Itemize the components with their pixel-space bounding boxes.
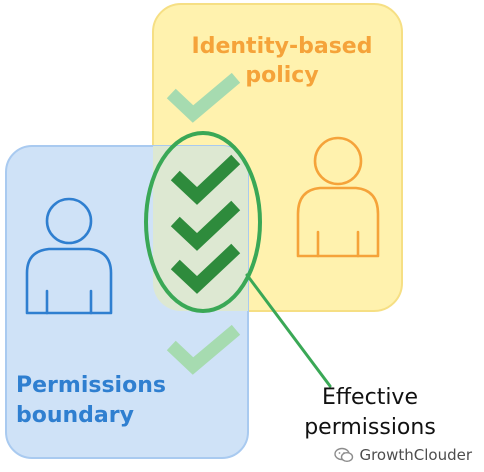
wechat-logo-icon xyxy=(334,447,354,463)
overlap-region xyxy=(153,146,248,311)
check-mark-icon-effective-1 xyxy=(170,154,241,205)
watermark: GrowthClouder xyxy=(331,444,476,466)
boundary-user-icon xyxy=(25,197,113,315)
watermark-text: GrowthClouder xyxy=(359,446,472,464)
identity-policy-title-line1: Identity-based xyxy=(191,34,373,59)
check-mark-icon-effective-2 xyxy=(170,200,241,251)
check-mark-icon-effective-3 xyxy=(170,243,241,294)
permissions-boundary-title-line1: Permissions xyxy=(16,373,166,398)
effective-permissions-ellipse xyxy=(144,131,262,313)
effective-permissions-label-line2: permissions xyxy=(304,415,436,440)
check-mark-icon-boundary-only xyxy=(166,324,241,375)
effective-permissions-pointer xyxy=(245,273,332,388)
permissions-boundary-title-line2: boundary xyxy=(16,403,134,428)
check-mark-icon-policy-only xyxy=(166,72,241,123)
effective-permissions-label-line1: Effective xyxy=(322,385,418,410)
permissions-boundary-title: Permissions boundary xyxy=(16,371,166,431)
policy-user-icon xyxy=(296,136,380,258)
identity-policy-title: Identity-based policy xyxy=(168,32,396,90)
effective-permissions-label: Effective permissions xyxy=(286,383,454,443)
identity-policy-title-line2: policy xyxy=(245,63,319,88)
